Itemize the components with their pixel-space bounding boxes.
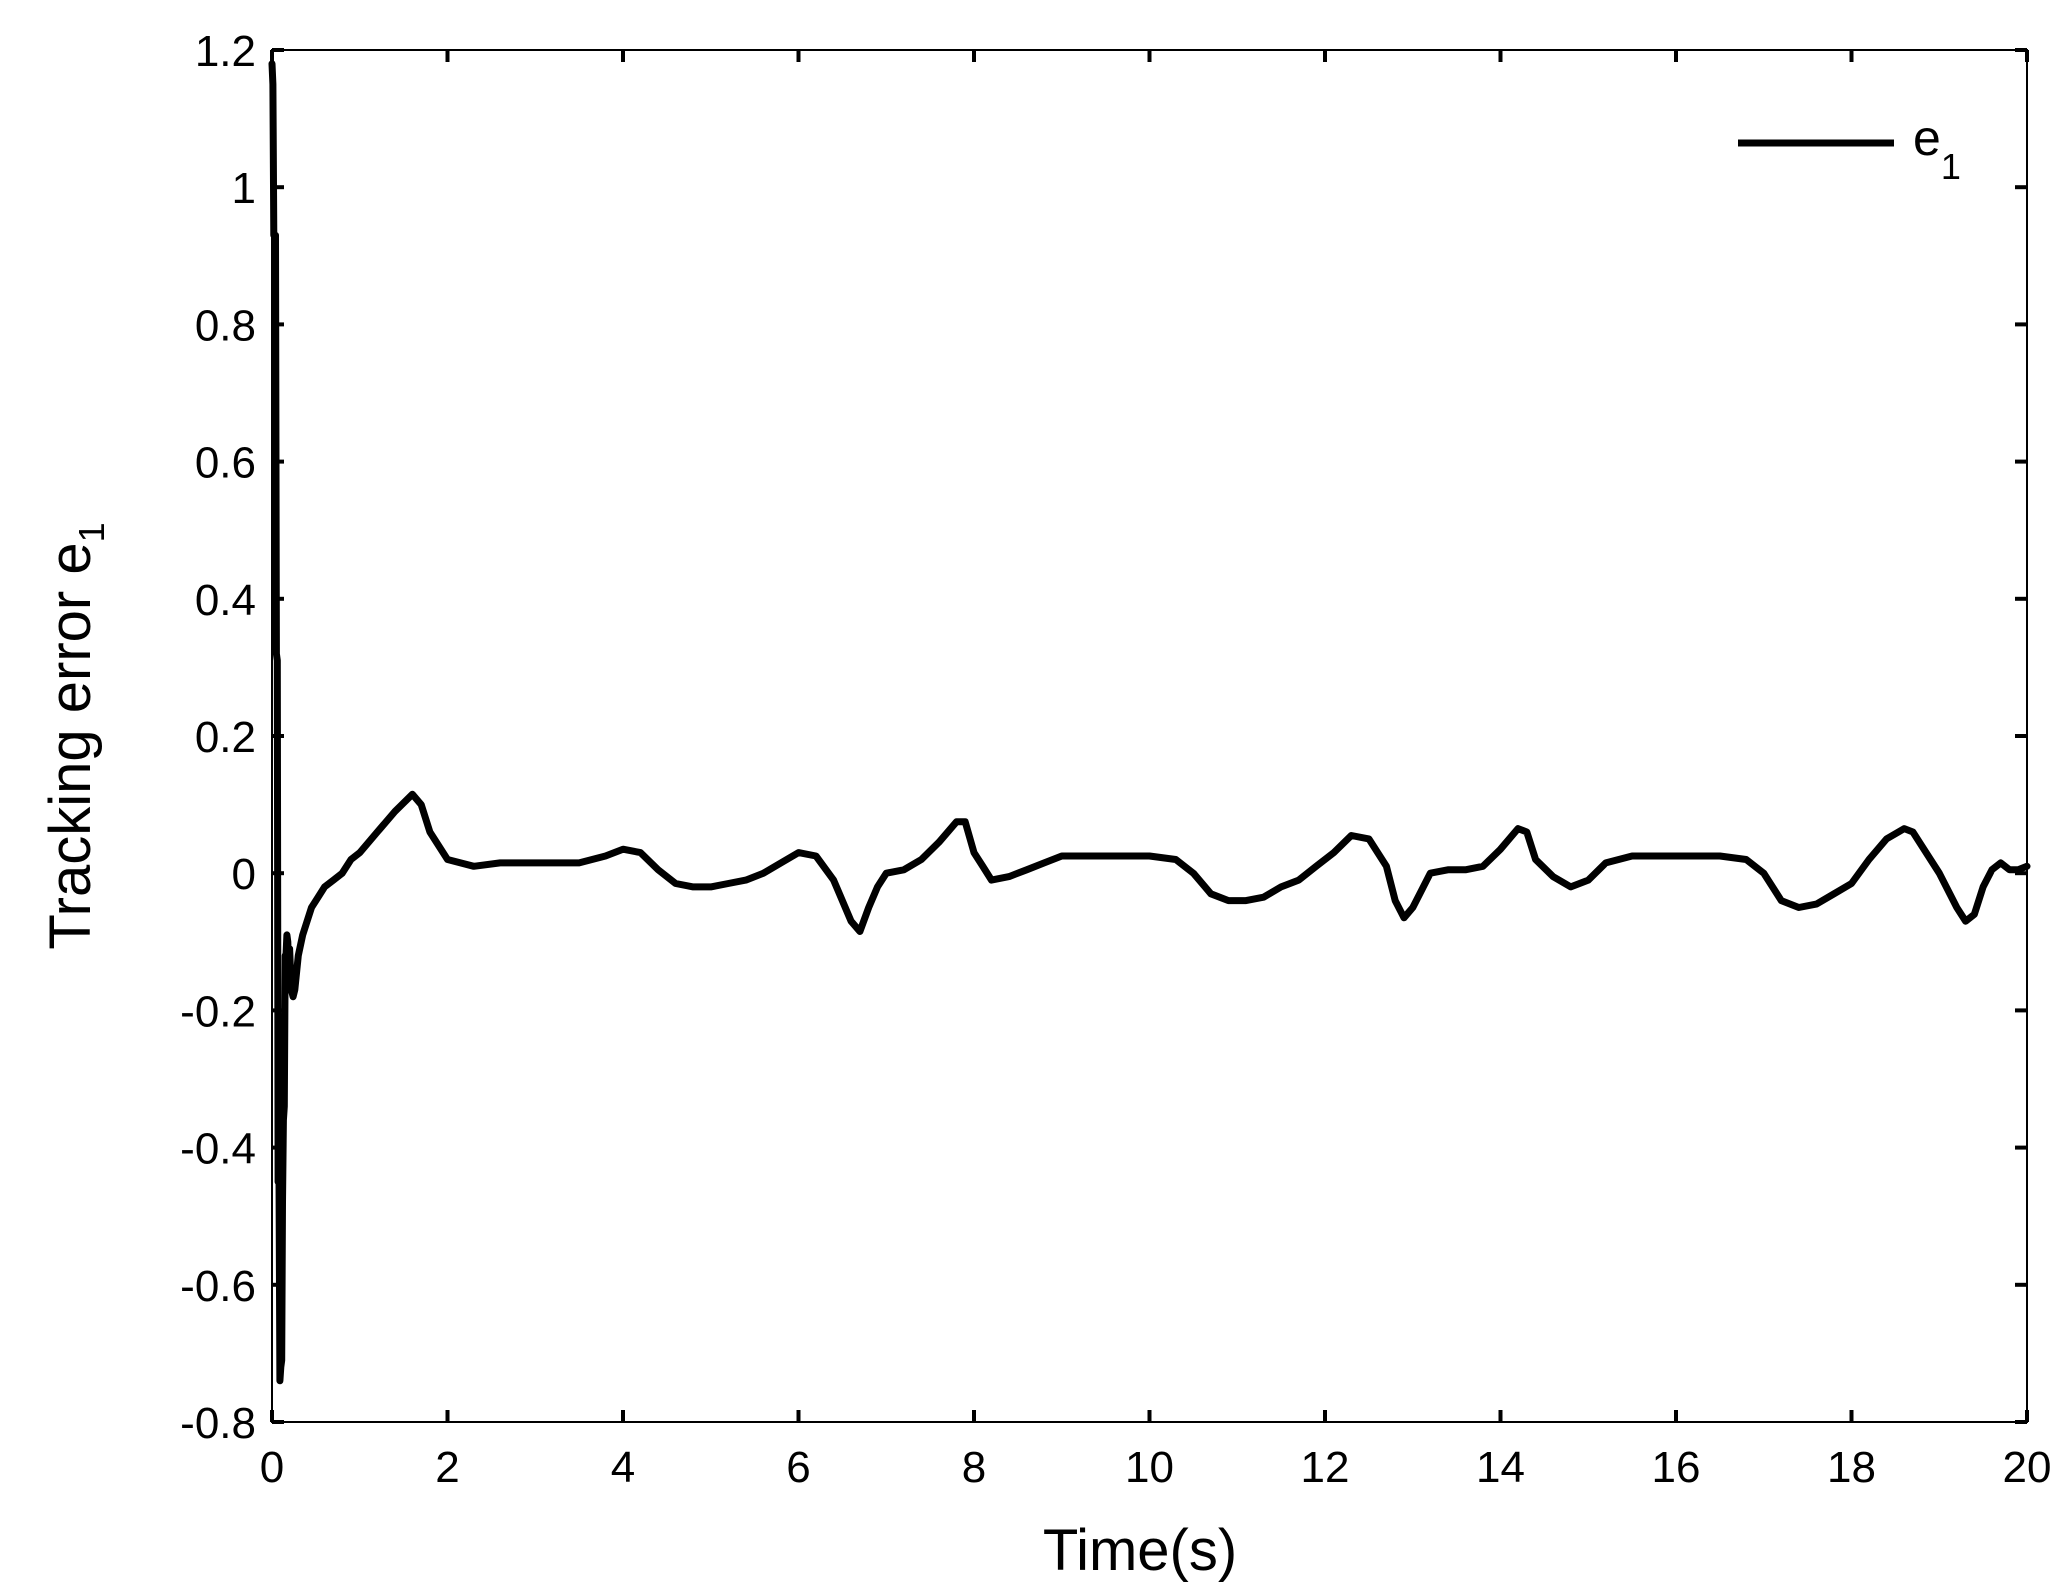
x-tick-label: 10 (1125, 1443, 1174, 1492)
y-axis-title: Tracking error e1 (38, 522, 112, 949)
y-tick-label: -0.8 (180, 1399, 256, 1448)
y-tick-label: 0.4 (195, 576, 256, 625)
legend: e1 (1738, 110, 1961, 187)
x-axis-title: Time(s) (1043, 1518, 1237, 1583)
series-line-e1 (268, 60, 2031, 1385)
y-axis-title-base: Tracking error e (38, 542, 103, 949)
x-tick-label: 12 (1301, 1443, 1350, 1492)
y-tick-label: 0.6 (195, 439, 256, 488)
x-tick-label: 8 (962, 1443, 986, 1492)
legend-label-e1: e1 (1913, 110, 1961, 187)
x-tick-label: 14 (1476, 1443, 1525, 1492)
legend-label-e1-subscript: 1 (1941, 146, 1961, 187)
x-tick-label: 16 (1652, 1443, 1701, 1492)
y-tick-label: 0 (232, 850, 256, 899)
x-tick-label: 6 (786, 1443, 810, 1492)
x-tick-label: 4 (611, 1443, 635, 1492)
x-tick-label: 0 (260, 1443, 284, 1492)
plot-area (271, 49, 2028, 1423)
y-tick-label: -0.4 (180, 1125, 256, 1174)
x-tick-label: 2 (435, 1443, 459, 1492)
y-axis-title-subscript: 1 (71, 522, 112, 542)
x-tick-labels: 0 2 4 6 8 10 12 14 16 18 20 (260, 1443, 2052, 1492)
y-tick-label: 1 (232, 164, 256, 213)
y-tick-label: 0.8 (195, 301, 256, 350)
x-tick-label: 20 (2003, 1443, 2052, 1492)
y-tick-label: -0.2 (180, 987, 256, 1036)
y-tick-label: 0.2 (195, 713, 256, 762)
y-tick-labels: -0.8 -0.6 -0.4 -0.2 0 0.2 0.4 0.6 0.8 1 1.2 (180, 27, 256, 1448)
y-tick-label: 1.2 (195, 27, 256, 76)
legend-label-e1-base: e (1913, 110, 1941, 166)
x-tick-label: 18 (1827, 1443, 1876, 1492)
y-tick-label: -0.6 (180, 1262, 256, 1311)
